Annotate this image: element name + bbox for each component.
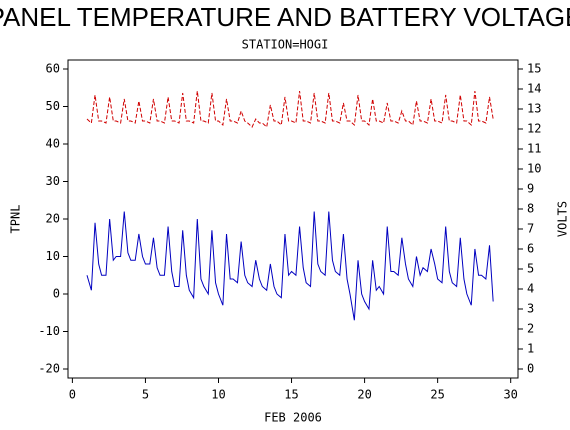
x-tick-label: 0 xyxy=(69,388,76,402)
y-tick-label: -20 xyxy=(38,362,60,376)
x-tick-label: 10 xyxy=(211,388,225,402)
y-tick-label: 30 xyxy=(46,174,60,188)
x-tick-label: 15 xyxy=(284,388,298,402)
y-tick-label: -10 xyxy=(38,324,60,338)
y2-tick-label: 14 xyxy=(527,82,541,96)
x-tick-label: 20 xyxy=(357,388,371,402)
y-tick-label: 10 xyxy=(46,249,60,263)
y2-tick-label: 6 xyxy=(527,242,534,256)
y2-axis-label: VOLTS xyxy=(556,201,570,237)
y2-tick-label: 5 xyxy=(527,262,534,276)
y2-tick-label: 10 xyxy=(527,162,541,176)
y-tick-label: 60 xyxy=(46,62,60,76)
y2-tick-label: 4 xyxy=(527,282,534,296)
y2-tick-label: 7 xyxy=(527,222,534,236)
data-line xyxy=(86,211,494,321)
x-tick-label: 5 xyxy=(142,388,149,402)
chart-subtitle: STATION=HOGI xyxy=(242,38,329,52)
y-axis-label: TPNL xyxy=(9,205,23,234)
y2-tick-label: 15 xyxy=(527,62,541,76)
y2-tick-label: 1 xyxy=(527,342,534,356)
y2-tick-label: 8 xyxy=(527,202,534,216)
y2-tick-label: 11 xyxy=(527,142,541,156)
y2-tick-label: 3 xyxy=(527,302,534,316)
y-tick-label: 20 xyxy=(46,212,60,226)
y2-tick-label: 13 xyxy=(527,102,541,116)
y2-tick-label: 9 xyxy=(527,182,534,196)
y-tick-label: 0 xyxy=(53,287,60,301)
y-tick-label: 40 xyxy=(46,137,60,151)
y2-tick-label: 2 xyxy=(527,322,534,336)
x-tick-label: 25 xyxy=(430,388,444,402)
y2-tick-label: 0 xyxy=(527,362,534,376)
chart-title: PANEL TEMPERATURE AND BATTERY VOLTAGE xyxy=(0,2,570,32)
data-line xyxy=(86,90,494,128)
plot-frame xyxy=(67,59,519,379)
x-axis-label: FEB 2006 xyxy=(264,411,322,425)
y2-tick-label: 12 xyxy=(527,122,541,136)
y-tick-label: 50 xyxy=(46,99,60,113)
x-tick-label: 30 xyxy=(503,388,517,402)
